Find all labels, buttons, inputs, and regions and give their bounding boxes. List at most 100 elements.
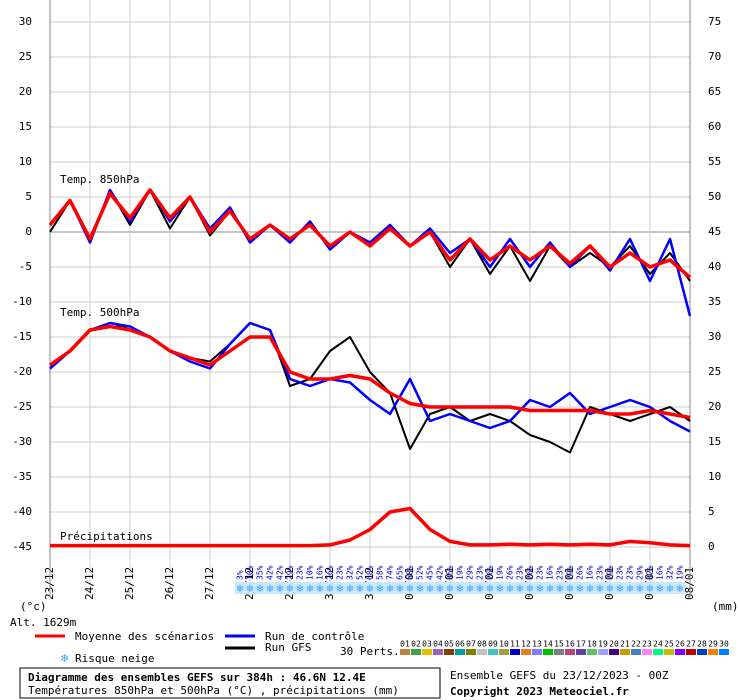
perturbation-swatch bbox=[477, 649, 487, 655]
x-tick-label: 27/12 bbox=[203, 567, 216, 600]
snow-flake: ❄ bbox=[646, 584, 654, 595]
snow-flake: ❄ bbox=[276, 584, 284, 595]
snow-flake: ❄ bbox=[356, 584, 364, 595]
snow-risk-label: 42% bbox=[436, 565, 445, 580]
snow-flake: ❄ bbox=[516, 584, 524, 595]
snow-risk-label: 74% bbox=[386, 565, 395, 580]
y-tick-label: 20 bbox=[19, 85, 32, 98]
perturbation-number: 17 bbox=[576, 640, 586, 649]
y-tick-label: -10 bbox=[12, 295, 32, 308]
perturbation-swatch bbox=[708, 649, 718, 655]
snow-flake: ❄ bbox=[336, 584, 344, 595]
perturbation-swatch bbox=[653, 649, 663, 655]
y-tick-label: -40 bbox=[12, 505, 32, 518]
series-line bbox=[48, 324, 691, 420]
snow-risk-label: 3% bbox=[236, 570, 245, 580]
legend-label: Moyenne des scénarios bbox=[75, 630, 214, 643]
snow-risk-label: 23% bbox=[296, 565, 305, 580]
perturbation-swatch bbox=[609, 649, 619, 655]
perturbation-number: 21 bbox=[620, 640, 630, 649]
snow-flake: ❄ bbox=[446, 584, 454, 595]
perturbation-swatch bbox=[422, 649, 432, 655]
snow-flake: ❄ bbox=[636, 584, 644, 595]
perturbation-number: 27 bbox=[686, 640, 696, 649]
group-label: Précipitations bbox=[60, 530, 153, 543]
snow-flake: ❄ bbox=[536, 584, 544, 595]
perturbation-number: 18 bbox=[587, 640, 597, 649]
snow-risk-label: 65% bbox=[396, 565, 405, 580]
snow-flake: ❄ bbox=[436, 584, 444, 595]
legend-label: Run GFS bbox=[265, 641, 311, 654]
perturbation-swatch bbox=[510, 649, 520, 655]
snow-risk-label: 16% bbox=[586, 565, 595, 580]
perturbation-swatch bbox=[598, 649, 608, 655]
snow-flake: ❄ bbox=[496, 584, 504, 595]
snow-risk-label: 42% bbox=[266, 565, 275, 580]
snow-risk-label: 52% bbox=[416, 565, 425, 580]
y2-tick-label: 25 bbox=[708, 365, 721, 378]
snow-flake: ❄ bbox=[426, 584, 434, 595]
perturbation-swatch bbox=[664, 649, 674, 655]
perturbation-number: 06 bbox=[455, 640, 465, 649]
snow-risk-label: 26% bbox=[506, 565, 515, 580]
perturbation-swatch bbox=[433, 649, 443, 655]
copyright: Copyright 2023 Meteociel.fr bbox=[450, 685, 629, 698]
snow-risk-label: 23% bbox=[616, 565, 625, 580]
perturbation-number: 23 bbox=[642, 640, 652, 649]
snow-flake: ❄ bbox=[626, 584, 634, 595]
snow-flake: ❄ bbox=[396, 584, 404, 595]
snow-risk-label: 23% bbox=[476, 565, 485, 580]
info-box bbox=[19, 667, 441, 699]
snow-risk-label: 26% bbox=[526, 565, 535, 580]
snow-risk-label: 29% bbox=[606, 565, 615, 580]
y2-tick-label: 40 bbox=[708, 260, 721, 273]
snow-flake: ❄ bbox=[476, 584, 484, 595]
y-tick-label: 0 bbox=[25, 225, 32, 238]
snow-flake: ❄ bbox=[346, 584, 354, 595]
snow-icon: ❄ bbox=[60, 652, 69, 665]
perturbation-number: 04 bbox=[433, 640, 443, 649]
y-tick-label: 10 bbox=[19, 155, 32, 168]
snow-risk-label: 58% bbox=[376, 565, 385, 580]
y-tick-label: -30 bbox=[12, 435, 32, 448]
perturbation-swatch bbox=[455, 649, 465, 655]
perturbation-number: 16 bbox=[565, 640, 575, 649]
snow-risk-label: 32% bbox=[346, 565, 355, 580]
perturbation-swatch bbox=[675, 649, 685, 655]
snow-flake: ❄ bbox=[366, 584, 374, 595]
perturbation-number: 12 bbox=[521, 640, 531, 649]
snow-flake: ❄ bbox=[586, 584, 594, 595]
snow-flake: ❄ bbox=[566, 584, 574, 595]
series-line bbox=[50, 506, 691, 548]
snow-flake: ❄ bbox=[676, 584, 684, 595]
title: Diagramme des ensembles GEFS sur 384h : … bbox=[28, 671, 366, 684]
snow-risk-label: 23% bbox=[626, 565, 635, 580]
snow-flake: ❄ bbox=[266, 584, 274, 595]
snow-risk-label: 26% bbox=[576, 565, 585, 580]
perturbation-number: 19 bbox=[598, 640, 608, 649]
snow-risk-label: 32% bbox=[646, 565, 655, 580]
y-tick-label: 5 bbox=[25, 190, 32, 203]
altitude: Alt. 1629m bbox=[10, 616, 77, 629]
perturbation-number: 24 bbox=[653, 640, 663, 649]
y-tick-label: -15 bbox=[12, 330, 32, 343]
snow-flake: ❄ bbox=[546, 584, 554, 595]
y2-tick-label: 35 bbox=[708, 295, 721, 308]
snow-flake: ❄ bbox=[416, 584, 424, 595]
perturbation-number: 11 bbox=[510, 640, 520, 649]
perturbation-number: 10 bbox=[499, 640, 509, 649]
snow-risk-label: 26% bbox=[326, 565, 335, 580]
snow-flake: ❄ bbox=[386, 584, 394, 595]
y-tick-label: 25 bbox=[19, 50, 32, 63]
snow-flake: ❄ bbox=[576, 584, 584, 595]
y2-tick-label: 5 bbox=[708, 505, 715, 518]
snow-risk-label: 19% bbox=[676, 565, 685, 580]
perturbation-number: 03 bbox=[422, 640, 432, 649]
snow-flake: ❄ bbox=[526, 584, 534, 595]
snow-flake: ❄ bbox=[656, 584, 664, 595]
perturbation-swatch bbox=[565, 649, 575, 655]
perturbation-swatch bbox=[543, 649, 553, 655]
perturbation-number: 05 bbox=[444, 640, 454, 649]
snow-flake: ❄ bbox=[376, 584, 384, 595]
